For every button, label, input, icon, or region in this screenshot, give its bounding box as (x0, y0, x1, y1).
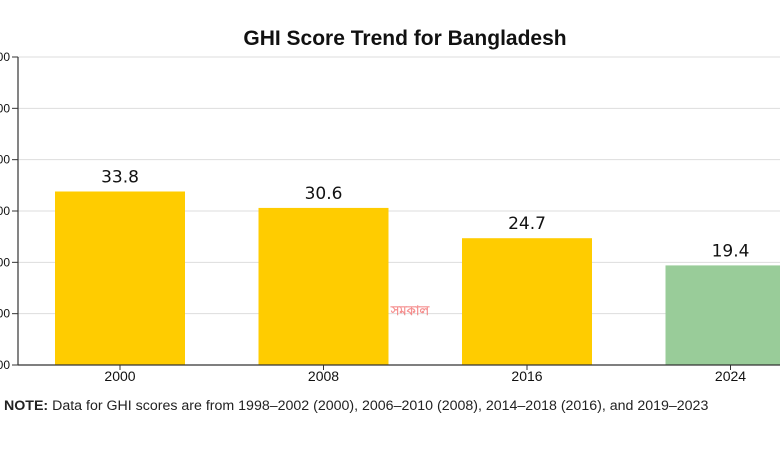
x-axis-labels: 2000 2008 2016 2024 (104, 365, 746, 384)
y-tick-label: 60.00 (0, 50, 10, 64)
bar-2016 (462, 238, 592, 365)
value-label-2008: 30.6 (305, 184, 343, 204)
y-tick-label: 30.00 (0, 204, 10, 218)
y-tick-label: 20.00 (0, 255, 10, 269)
x-tick-label-2000: 2000 (104, 368, 135, 384)
chart-title: GHI Score Trend for Bangladesh (243, 27, 566, 50)
y-tick-label: 50.00 (0, 101, 10, 115)
note-label: NOTE: (4, 398, 49, 414)
value-label-2000: 33.8 (101, 167, 139, 187)
y-tick-label: 0.00 (0, 358, 10, 372)
value-labels: 33.8 30.6 24.7 19.4 (101, 167, 749, 261)
bar-2000 (55, 191, 185, 365)
x-tick-label-2024: 2024 (715, 368, 746, 384)
bar-2024 (665, 265, 780, 365)
y-tick-label: 10.00 (0, 307, 10, 321)
x-tick-label-2008: 2008 (308, 368, 339, 384)
bar-2008 (258, 207, 389, 365)
ghi-bar-chart: GHI Score Trend for Bangladesh 0.00 10.00… (0, 27, 780, 384)
watermark-logo: সমকাল (390, 304, 431, 319)
value-label-2024: 19.4 (712, 241, 750, 261)
x-tick-label-2016: 2016 (511, 368, 542, 384)
note-text: Data for GHI scores are from 1998–2002 (… (52, 398, 709, 414)
bars (55, 191, 780, 365)
y-axis-ticks: 0.00 10.00 20.00 30.00 40.00 50.00 60.00 (0, 50, 18, 372)
value-label-2016: 24.7 (508, 214, 546, 234)
y-tick-label: 40.00 (0, 153, 10, 167)
footnote: NOTE: Data for GHI scores are from 1998–… (4, 398, 780, 414)
